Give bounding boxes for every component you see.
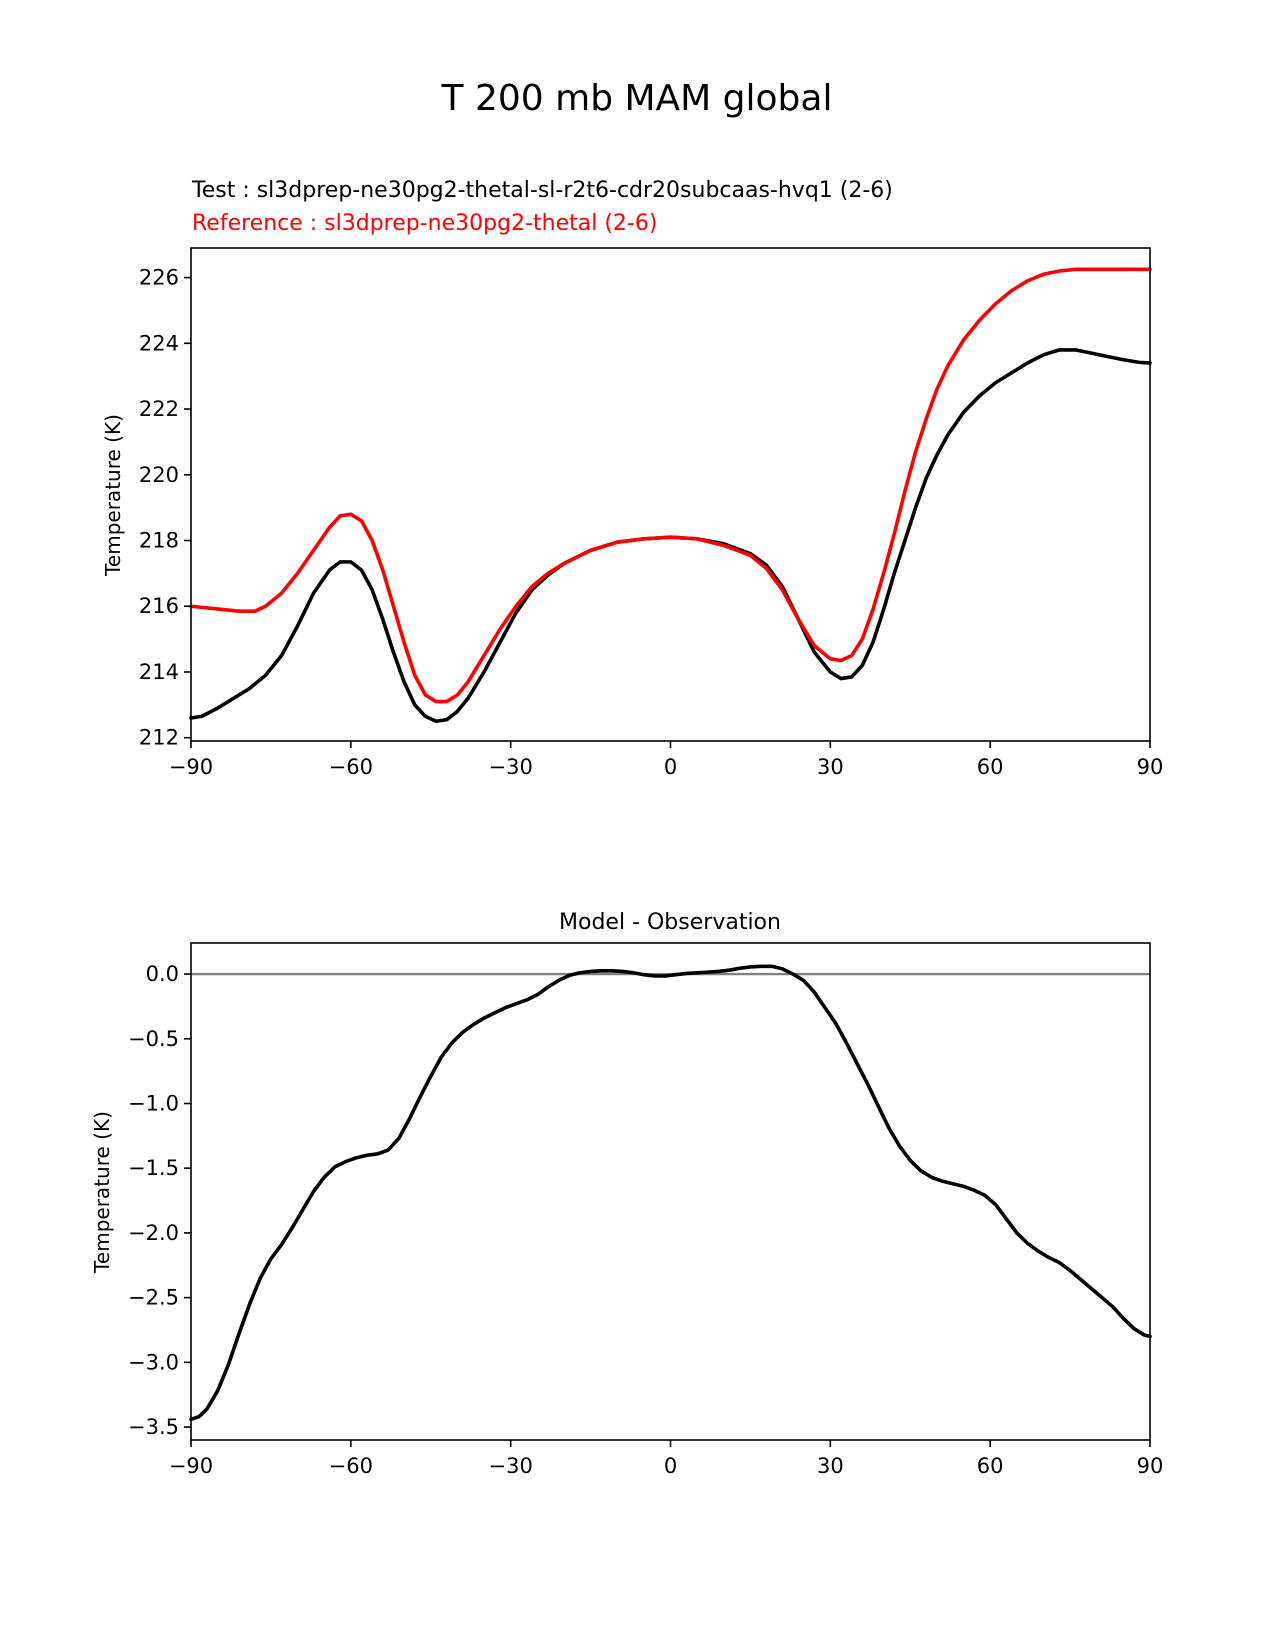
figure-title: T 200 mb MAM global bbox=[441, 78, 833, 119]
bottom-y-tick-label: −3.5 bbox=[128, 1415, 179, 1439]
top-y-tick-label: 220 bbox=[139, 463, 179, 487]
top-x-tick-label: 60 bbox=[977, 755, 1004, 779]
top-x-tick-label: 90 bbox=[1137, 755, 1164, 779]
top-y-axis-label: Temperature (K) bbox=[101, 414, 125, 577]
bottom-y-tick-label: −0.5 bbox=[128, 1027, 179, 1051]
bottom-series-group bbox=[189, 964, 1152, 1422]
bottom-y-tick-label: −2.5 bbox=[128, 1286, 179, 1310]
series-line-reference bbox=[189, 267, 1152, 704]
top-x-tick-label: 0 bbox=[664, 755, 677, 779]
top-y-tick-label: 212 bbox=[139, 726, 179, 750]
series-line-model-observation bbox=[189, 964, 1152, 1422]
bottom-y-axis: 0.0 −0.5 −1.0 −1.5 −2.0 −2.5 −3.0 −3.5 bbox=[128, 962, 191, 1439]
top-y-tick-label: 226 bbox=[139, 266, 179, 290]
top-y-axis: 212 214 216 218 220 222 224 226 bbox=[139, 266, 191, 750]
bottom-x-tick-label: −30 bbox=[489, 1454, 533, 1478]
reference-legend-label: Reference : sl3dprep-ne30pg2-thetal (2-6… bbox=[192, 211, 657, 236]
bottom-panel: Model - Observation −90 −60 −30 0 30 60 90 0.0… bbox=[90, 910, 1163, 1478]
bottom-x-axis: −90 −60 −30 0 30 60 90 bbox=[169, 1440, 1164, 1478]
top-panel: Test : sl3dprep-ne30pg2-thetal-sl-r2t6-c… bbox=[101, 178, 1163, 779]
bottom-x-tick-label: 60 bbox=[977, 1454, 1004, 1478]
bottom-x-tick-label: 0 bbox=[664, 1454, 677, 1478]
top-series-group bbox=[189, 267, 1152, 724]
top-y-tick-label: 214 bbox=[139, 660, 179, 684]
top-x-tick-label: 30 bbox=[817, 755, 844, 779]
bottom-y-tick-label: −1.0 bbox=[128, 1091, 179, 1115]
bottom-panel-title: Model - Observation bbox=[559, 910, 781, 935]
bottom-y-tick-label: −3.0 bbox=[128, 1350, 179, 1374]
bottom-x-tick-label: 30 bbox=[817, 1454, 844, 1478]
top-y-tick-label: 218 bbox=[139, 529, 179, 553]
bottom-y-tick-label: −1.5 bbox=[128, 1156, 179, 1180]
top-x-tick-label: −90 bbox=[169, 755, 213, 779]
top-x-axis: −90 −60 −30 0 30 60 90 bbox=[169, 741, 1164, 779]
bottom-y-tick-label: 0.0 bbox=[146, 962, 179, 986]
test-legend-label: Test : sl3dprep-ne30pg2-thetal-sl-r2t6-c… bbox=[191, 178, 893, 203]
bottom-x-tick-label: 90 bbox=[1137, 1454, 1164, 1478]
top-x-tick-label: −60 bbox=[329, 755, 373, 779]
bottom-y-tick-label: −2.0 bbox=[128, 1221, 179, 1245]
top-axes-frame bbox=[190, 247, 1151, 742]
top-x-tick-label: −30 bbox=[489, 755, 533, 779]
bottom-x-tick-label: −60 bbox=[329, 1454, 373, 1478]
bottom-x-tick-label: −90 bbox=[169, 1454, 213, 1478]
top-y-tick-label: 222 bbox=[139, 397, 179, 421]
bottom-y-axis-label: Temperature (K) bbox=[90, 1111, 114, 1274]
top-y-tick-label: 216 bbox=[139, 594, 179, 618]
bottom-axes-frame bbox=[190, 942, 1151, 1441]
top-y-tick-label: 224 bbox=[139, 331, 179, 355]
